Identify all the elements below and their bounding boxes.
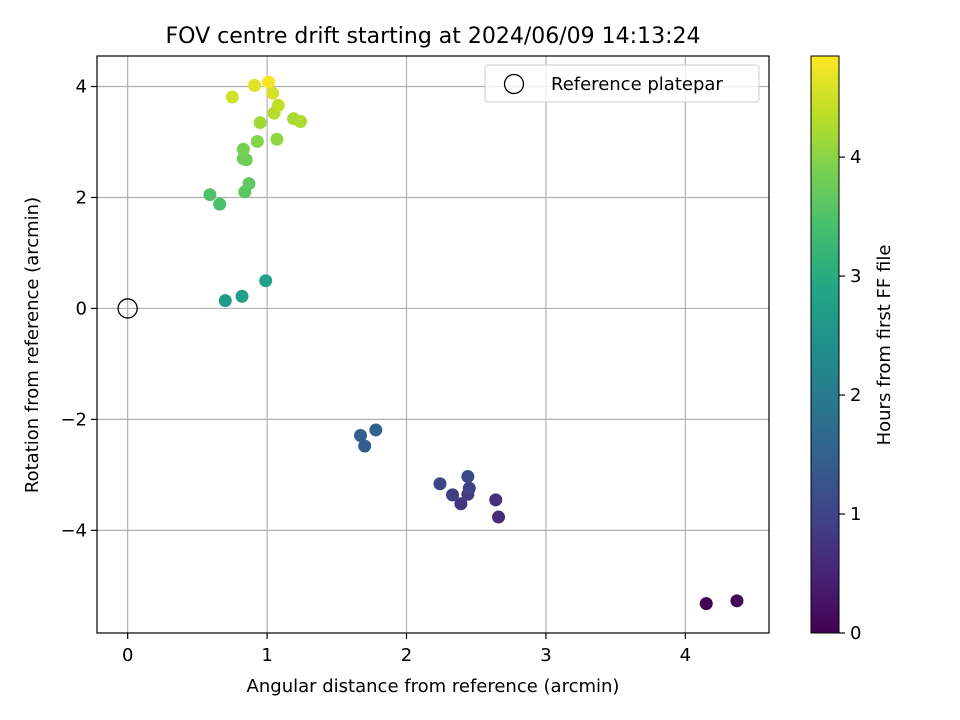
data-point [235,289,249,303]
data-point [259,274,273,288]
data-point [266,86,280,100]
legend-entry-reference: Reference platepar [551,74,723,95]
reference-platepar-point [117,298,138,319]
data-point [699,597,713,611]
x-axis-ticks: 0 1 2 3 4 [122,633,691,666]
data-point [239,153,253,167]
x-tick-label: 3 [540,645,551,666]
data-point [461,470,475,484]
data-point [213,197,227,211]
data-point [253,116,267,130]
colorbar-frame [810,55,840,634]
data-point [369,423,383,437]
y-tick-label: 4 [76,77,87,98]
colorbar-tick-label: 3 [850,266,861,287]
colorbar-tick-label: 2 [850,385,861,406]
x-tick-label: 2 [401,645,412,666]
colorbar-tick-label: 1 [850,504,861,525]
y-tick-label: −4 [60,520,87,541]
data-point [489,493,503,507]
data-point [462,481,476,495]
data-point [203,188,217,202]
data-point [354,428,368,442]
data-point [433,477,447,491]
colorbar: 0 1 2 3 4 Hours from first FF file [810,55,895,644]
data-point [261,75,275,89]
data-point [271,98,285,112]
x-tick-label: 0 [122,645,133,666]
data-point [446,488,460,502]
y-tick-label: 0 [76,298,87,319]
y-tick-label: −2 [60,409,87,430]
data-point [242,177,256,191]
data-point [492,510,506,524]
data-points [117,75,744,611]
x-tick-label: 4 [680,645,691,666]
data-point [218,294,232,308]
y-axis-label: Rotation from reference (arcmin) [22,197,43,493]
data-point [225,90,239,104]
data-point [248,78,262,92]
colorbar-ticks: 0 1 2 3 4 [839,147,861,644]
x-tick-label: 1 [261,645,272,666]
colorbar-label: Hours from first FF file [874,245,895,446]
y-tick-label: 2 [76,187,87,208]
plot-frame [96,55,770,634]
data-point [294,114,308,128]
chart-title: FOV centre drift starting at 2024/06/09 … [166,24,701,49]
legend: Reference platepar [484,64,760,103]
data-point [454,497,468,511]
x-axis-label: Angular distance from reference (arcmin) [247,676,620,697]
colorbar-tick-label: 4 [850,147,861,168]
legend-box [484,64,760,103]
data-point [250,134,264,148]
legend-marker-reference [503,73,525,95]
colorbar-gradient [811,56,839,633]
data-point [270,132,284,146]
y-axis-ticks: −4 −2 0 2 4 [60,77,97,541]
data-point [730,594,744,608]
data-point [236,142,250,156]
data-point [358,439,372,453]
colorbar-tick-label: 0 [850,623,861,644]
